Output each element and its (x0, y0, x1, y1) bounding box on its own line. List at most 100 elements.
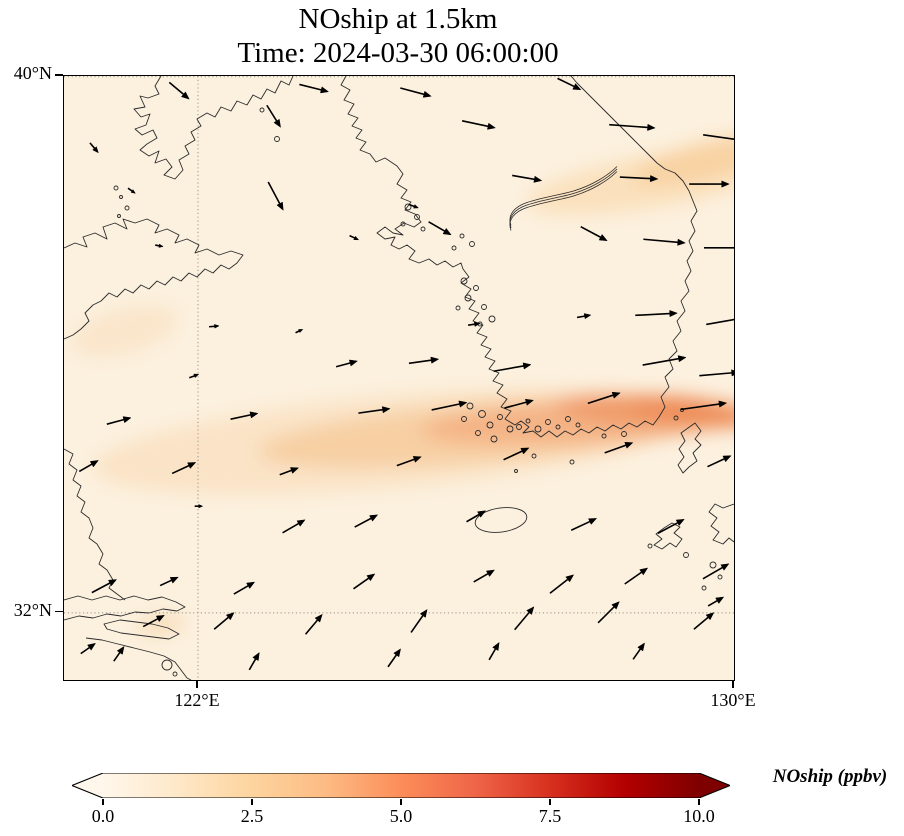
small-island (478, 410, 486, 418)
small-island (569, 459, 575, 465)
wind-arrow (387, 648, 401, 668)
lon-label-122e: 122°E (174, 690, 220, 710)
colorbar-tick (400, 799, 402, 805)
wind-arrow (267, 181, 284, 211)
map-canvas (64, 76, 734, 680)
wind-arrow (493, 362, 532, 373)
wind-arrow (643, 238, 686, 246)
border-river-line (509, 168, 618, 229)
wind-arrow (335, 359, 358, 368)
wind-arrow (703, 247, 734, 249)
colorbar-extend-right (699, 773, 730, 798)
wind-arrow (557, 77, 582, 91)
colorbar-tick (251, 799, 253, 805)
lon-label-130e: 130°E (710, 690, 756, 710)
wind-arrow (580, 225, 608, 242)
colorbar-canvas (70, 772, 732, 799)
wind-arrow (282, 519, 306, 534)
wind-arrow (657, 518, 685, 535)
small-island (461, 416, 467, 422)
wind-arrow (707, 596, 725, 607)
wind-arrow (503, 447, 530, 461)
wind-arrow (408, 203, 420, 209)
wind-quiver-layer (78, 77, 734, 671)
wind-arrow (127, 187, 136, 194)
wind-arrow (428, 221, 452, 236)
colorbar-tick (698, 799, 700, 805)
wind-arrow (400, 87, 432, 98)
coastline-jeju-island (474, 507, 528, 533)
wind-arrow (680, 400, 728, 411)
small-island (117, 214, 121, 218)
coastline-jiangsu (64, 448, 126, 601)
coastline-liaodong (133, 76, 294, 180)
wind-arrow (706, 318, 734, 326)
coastline-tsushima (677, 422, 702, 474)
wind-arrow (512, 174, 543, 183)
small-island (717, 574, 723, 580)
wind-arrow (194, 504, 204, 509)
small-island (709, 561, 717, 569)
wind-arrow (466, 510, 487, 523)
wind-arrow (230, 411, 259, 420)
wind-arrow (113, 645, 125, 662)
small-island (464, 294, 472, 302)
small-island (274, 136, 280, 142)
colorbar-tick-label: 10.0 (683, 806, 715, 826)
wind-arrow (408, 356, 440, 365)
small-island (113, 185, 119, 191)
coastline-shandong (64, 218, 244, 340)
colorbar-label: NOship (ppbv) (772, 766, 888, 787)
wind-arrow (431, 400, 468, 411)
colorbar-gradient (103, 773, 699, 798)
wind-arrow (624, 567, 649, 585)
small-island (497, 414, 503, 420)
chart-title-line2: Time: 2024-03-30 06:00:00 (237, 37, 559, 69)
small-island (172, 671, 178, 677)
wind-arrow (609, 123, 656, 131)
coastline-layer (64, 76, 734, 680)
wind-arrow (689, 180, 730, 188)
small-island (469, 241, 475, 247)
wind-arrow (473, 569, 496, 583)
wind-arrow (467, 321, 481, 327)
wind-arrow (304, 613, 323, 635)
small-island (531, 453, 537, 459)
wind-arrow (89, 142, 99, 154)
border-river-line (509, 166, 618, 226)
small-island (475, 430, 481, 436)
wind-arrow (266, 104, 281, 128)
lon-tick-130e (732, 681, 734, 688)
wind-arrow (168, 81, 190, 100)
lat-label-32n: 32°N (13, 599, 52, 620)
coastline-kyushu (708, 503, 734, 545)
small-island (466, 402, 474, 410)
wind-arrow (80, 642, 97, 655)
small-island (455, 305, 461, 311)
small-island (488, 315, 496, 323)
small-island (420, 226, 426, 232)
small-island (534, 425, 542, 433)
coastline-korea (340, 76, 698, 438)
concentration-plume (634, 134, 734, 186)
small-island (555, 424, 561, 430)
wind-arrow (604, 442, 634, 454)
coastline-chongming (103, 619, 180, 640)
wind-arrow (707, 455, 732, 468)
wind-arrow (189, 373, 200, 379)
small-island (124, 205, 130, 211)
colorbar-tick (102, 799, 104, 805)
lat-label-40n: 40°N (13, 63, 52, 83)
colorbar-tick-label: 7.5 (538, 806, 562, 826)
wind-arrow (279, 467, 300, 476)
wind-arrow (358, 406, 391, 414)
small-island (404, 203, 412, 211)
small-island (451, 245, 457, 251)
small-island (621, 431, 627, 437)
wind-arrow (106, 416, 132, 425)
colorbar-tick (549, 799, 551, 805)
small-island (545, 419, 551, 425)
wind-arrow (155, 243, 164, 248)
small-island (506, 425, 514, 433)
map-panel (63, 75, 735, 681)
